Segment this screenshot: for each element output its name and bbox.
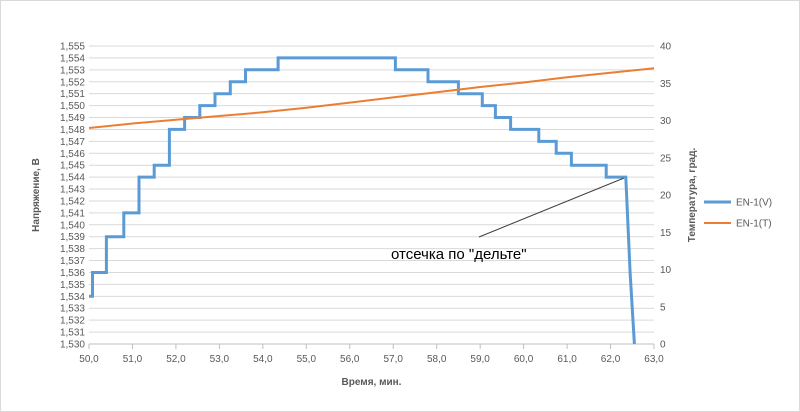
x-tick-label: 56,0	[340, 354, 360, 365]
legend: EN-1(V) EN-1(T)	[704, 198, 772, 230]
series-lines	[88, 56, 655, 345]
x-tick-label: 59,0	[470, 354, 490, 365]
y2-tick-label: 0	[660, 340, 666, 351]
y2-tick-label: 35	[660, 79, 672, 90]
x-tick-label: 60,0	[514, 354, 534, 365]
y2-tick-label: 20	[660, 191, 672, 202]
annotation-pointer-line	[478, 177, 624, 238]
series-line-voltage	[89, 56, 636, 345]
x-tick-label: 54,0	[253, 354, 273, 365]
y-tick-label: 1,550	[60, 101, 85, 112]
x-tick-label: 58,0	[427, 354, 447, 365]
axes: 1,5301,5311,5321,5331,5341,5351,5361,537…	[60, 42, 672, 366]
y-axis-title: Напряжение, В	[31, 158, 42, 232]
y-tick-label: 1,542	[60, 196, 85, 207]
y-tick-label: 1,541	[60, 208, 85, 219]
y-tick-label: 1,532	[60, 316, 85, 327]
y-tick-label: 1,538	[60, 244, 85, 255]
y2-tick-label: 25	[660, 153, 672, 164]
x-tick-label: 53,0	[210, 354, 230, 365]
y-tick-label: 1,548	[60, 125, 85, 136]
y-tick-label: 1,530	[60, 340, 85, 351]
y-tick-label: 1,545	[60, 161, 85, 172]
x-tick-label: 52,0	[166, 354, 186, 365]
y-tick-label: 1,551	[60, 89, 85, 100]
y2-tick-label: 5	[660, 302, 666, 313]
legend-label-temperature: EN-1(T)	[736, 219, 772, 230]
annotation-label: отсечка по "дельте"	[391, 246, 527, 263]
y-tick-label: 1,531	[60, 328, 85, 339]
x-tick-label: 55,0	[297, 354, 317, 365]
y2-axis-title: Температура, град.	[687, 148, 698, 243]
y-tick-label: 1,549	[60, 113, 85, 124]
y-tick-label: 1,535	[60, 280, 85, 291]
legend-label-voltage: EN-1(V)	[736, 198, 772, 209]
y-tick-label: 1,553	[60, 65, 85, 76]
y-tick-label: 1,554	[60, 53, 85, 64]
y-tick-label: 1,537	[60, 256, 85, 267]
y-tick-label: 1,539	[60, 232, 85, 243]
y-tick-label: 1,546	[60, 149, 85, 160]
x-tick-label: 57,0	[383, 354, 403, 365]
y-tick-label: 1,540	[60, 220, 85, 231]
y2-tick-label: 30	[660, 116, 672, 127]
y2-tick-label: 10	[660, 265, 672, 276]
x-tick-label: 50,0	[79, 354, 99, 365]
y-tick-label: 1,552	[60, 77, 85, 88]
y-tick-label: 1,533	[60, 304, 85, 315]
x-tick-label: 63,0	[644, 354, 664, 365]
x-tick-label: 62,0	[601, 354, 621, 365]
y-tick-label: 1,536	[60, 268, 85, 279]
y2-tick-label: 40	[660, 42, 672, 53]
y-tick-label: 1,534	[60, 292, 85, 303]
y-tick-label: 1,543	[60, 185, 85, 196]
y-tick-label: 1,547	[60, 137, 85, 148]
gridlines	[89, 45, 654, 345]
y2-tick-label: 15	[660, 228, 672, 239]
y-tick-label: 1,555	[60, 42, 85, 53]
y-tick-label: 1,544	[60, 173, 85, 184]
series-line-temperature	[88, 67, 655, 129]
x-axis-title: Время, мин.	[342, 377, 402, 388]
x-tick-label: 61,0	[557, 354, 577, 365]
x-tick-label: 51,0	[123, 354, 143, 365]
annotation: отсечка по "дельте"	[391, 177, 624, 263]
